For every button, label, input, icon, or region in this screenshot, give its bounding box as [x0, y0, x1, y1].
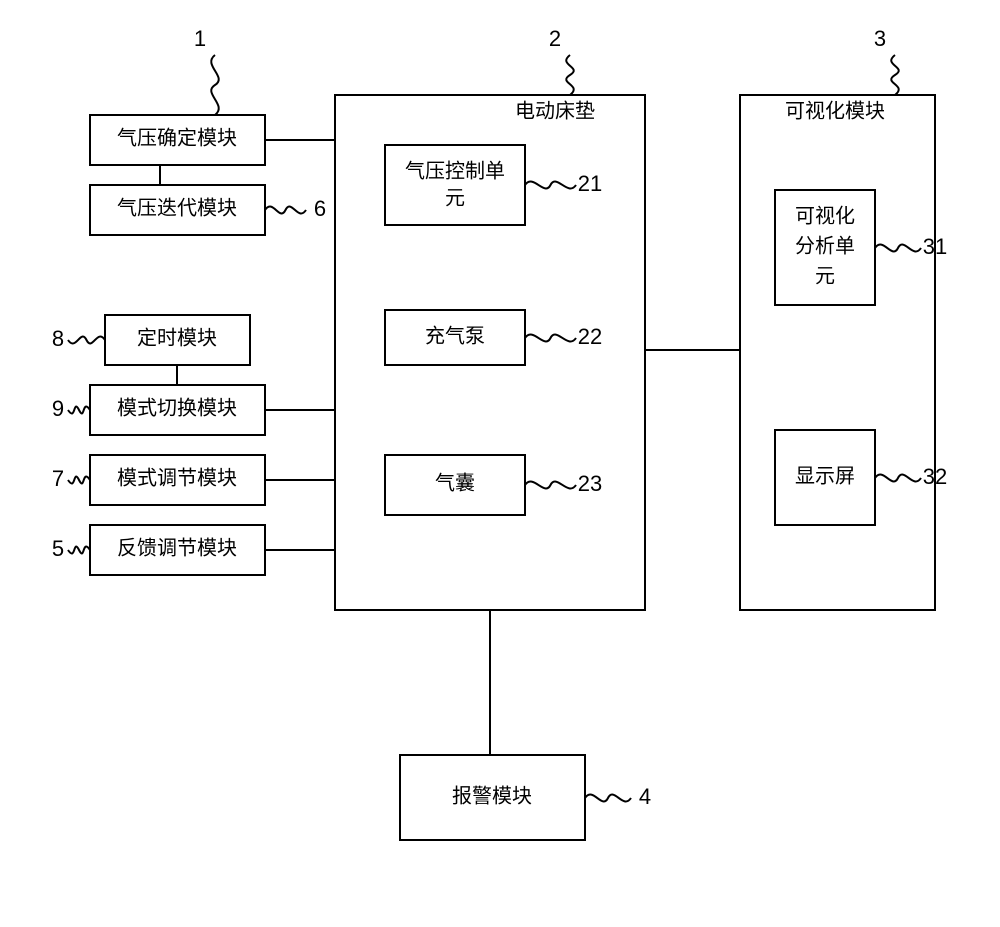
squiggle-n4: [585, 795, 631, 802]
squiggle-n8: [68, 337, 105, 344]
refnum-n1: 1: [194, 26, 206, 51]
label-n31-line2: 元: [815, 266, 835, 288]
refnum-n32: 32: [923, 464, 947, 489]
squiggle-n5: [68, 547, 90, 554]
squiggle-n9: [68, 407, 90, 414]
squiggle-n1: [211, 55, 219, 115]
refnum-n22: 22: [578, 324, 602, 349]
refnum-n21: 21: [578, 171, 602, 196]
refnum-n6: 6: [314, 196, 326, 221]
refnum-n23: 23: [578, 471, 602, 496]
label-n32: 显示屏: [795, 466, 855, 488]
label-n1: 气压确定模块: [117, 127, 237, 150]
refnum-n8: 8: [52, 326, 64, 351]
label-n23: 气囊: [435, 472, 475, 495]
label-n4: 报警模块: [452, 785, 532, 808]
label-n31-line1: 分析单: [795, 235, 855, 258]
squiggle-c3: [891, 55, 899, 95]
squiggle-c2: [566, 55, 574, 95]
refnum-c2: 2: [549, 26, 561, 51]
label-n22: 充气泵: [425, 325, 485, 348]
squiggle-n7: [68, 477, 90, 484]
label-c3: 可视化模块: [785, 100, 885, 123]
block-diagram: 电动床垫 2 可视化模块 3 气压确定模块 1 气压迭代模块 6 定时模块 8 模式切换模块 9 模式调…: [0, 0, 1000, 927]
label-n6: 气压迭代模块: [117, 197, 237, 220]
label-n21-line1: 元: [445, 188, 465, 210]
label-n5: 反馈调节模块: [117, 537, 237, 560]
refnum-c3: 3: [874, 26, 886, 51]
label-n9: 模式切换模块: [117, 397, 237, 420]
refnum-n9: 9: [52, 396, 64, 421]
refnum-n31: 31: [923, 234, 947, 259]
refnum-n4: 4: [639, 784, 651, 809]
box-c3: [740, 95, 935, 610]
label-n31-line0: 可视化: [795, 205, 855, 228]
refnum-n5: 5: [52, 536, 64, 561]
squiggle-n6: [265, 207, 306, 214]
label-c2: 电动床垫: [515, 100, 595, 123]
label-n21-line0: 气压控制单: [405, 160, 505, 183]
label-n7: 模式调节模块: [117, 467, 237, 490]
box-n21: [385, 145, 525, 225]
refnum-n7: 7: [52, 466, 64, 491]
label-n8: 定时模块: [137, 327, 217, 350]
